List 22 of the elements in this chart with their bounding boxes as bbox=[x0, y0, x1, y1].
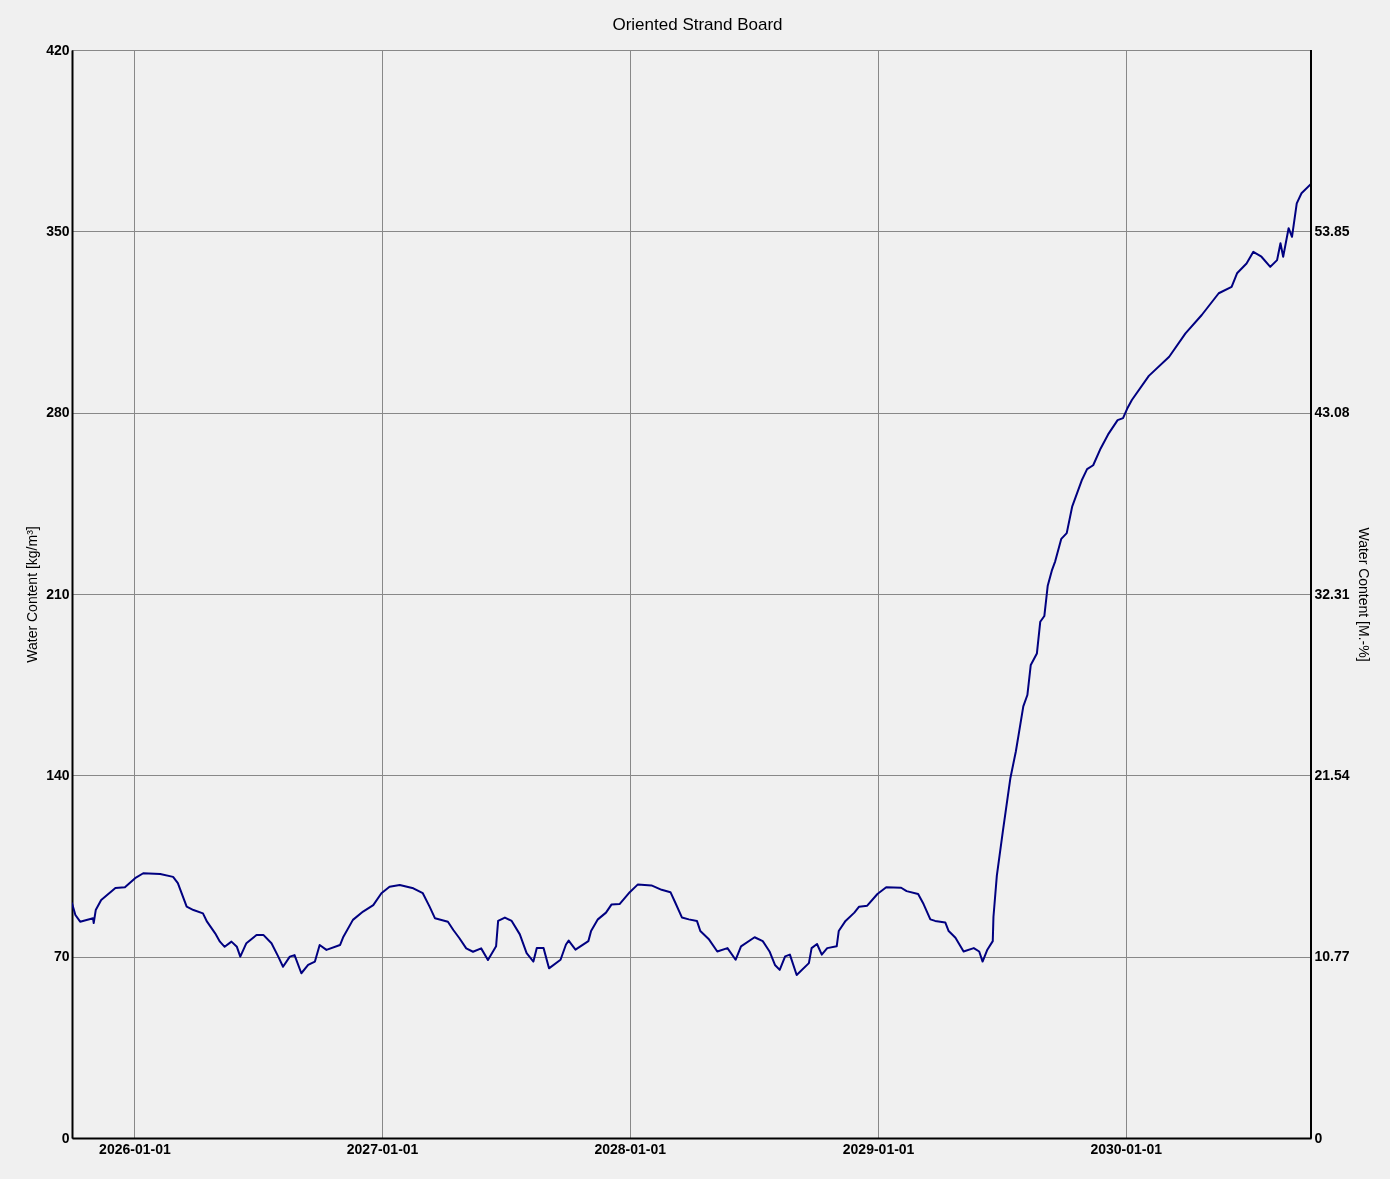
x-tick-label: 2027-01-01 bbox=[346, 1140, 419, 1157]
x-tick-label: 2028-01-01 bbox=[594, 1140, 667, 1157]
y2-axis-title: Water Content [M.-%] bbox=[1355, 527, 1372, 662]
y-tick-label: 350 bbox=[46, 222, 70, 239]
line-series bbox=[72, 182, 1311, 977]
y2-tick-label: 43.08 bbox=[1314, 404, 1350, 421]
x-tick-label: 2030-01-01 bbox=[1090, 1140, 1163, 1157]
x-tick-label: 2026-01-01 bbox=[99, 1140, 171, 1157]
y-tick-label: 280 bbox=[46, 404, 70, 421]
y-tick-label: 210 bbox=[46, 585, 70, 602]
y2-tick-label: 21.54 bbox=[1314, 766, 1350, 783]
y-axis-title: Water Content [kg/m³] bbox=[24, 526, 41, 663]
x-tick-label: 2029-01-01 bbox=[842, 1140, 915, 1157]
y-tick-label: 70 bbox=[53, 948, 70, 965]
y2-tick-label: 10.77 bbox=[1314, 948, 1350, 965]
y2-tick-label: 32.31 bbox=[1314, 585, 1350, 602]
y-tick-label: 420 bbox=[46, 41, 70, 58]
y-tick-label: 0 bbox=[61, 1129, 70, 1146]
y2-tick-label: 53.85 bbox=[1314, 222, 1350, 239]
y2-tick-label: 0 bbox=[1314, 1129, 1323, 1146]
y-tick-label: 140 bbox=[46, 766, 70, 783]
chart-title: Oriented Strand Board bbox=[612, 15, 783, 34]
